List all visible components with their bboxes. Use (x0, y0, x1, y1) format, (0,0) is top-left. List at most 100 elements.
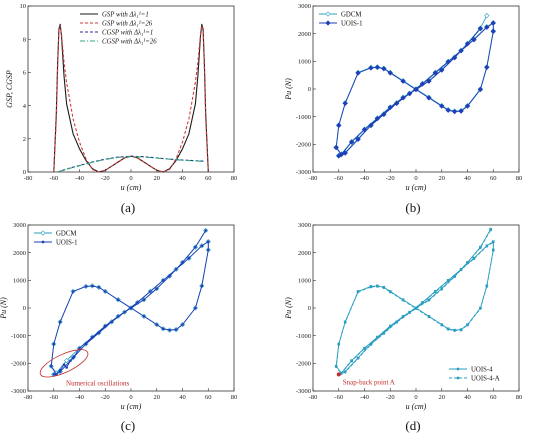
x-tick-label: 60 (205, 175, 212, 182)
legend-marker (325, 20, 331, 26)
legend-label: GSP with Δλ₁¹=26 (102, 20, 153, 27)
data-point (376, 336, 379, 339)
data-point (52, 373, 56, 376)
y-tick-label: 0 (308, 86, 311, 93)
series-line-1 (50, 230, 209, 375)
annotation-text: Snap-back point A (343, 378, 395, 386)
y-axis-label: GSP, CGSP (5, 70, 14, 108)
data-point (123, 310, 126, 314)
data-point (408, 311, 411, 315)
series-line-1 (335, 228, 494, 375)
data-point (382, 332, 386, 335)
data-point (369, 285, 373, 289)
legend-label: UOIS-4-A (471, 375, 500, 382)
data-point (155, 323, 159, 326)
data-point (489, 228, 492, 232)
data-point (161, 279, 165, 282)
y-tick-label: -1000 (296, 114, 311, 121)
annotation-ellipse (39, 349, 89, 378)
data-point (400, 95, 406, 101)
legend-label: CGSP with Δλ₁¹=1 (102, 29, 153, 36)
x-tick-label: 20 (439, 175, 446, 182)
data-point (355, 136, 361, 142)
x-tick-label: -80 (309, 394, 318, 401)
data-point (381, 66, 387, 72)
x-tick-label: 0 (414, 175, 417, 182)
legend-marker (456, 367, 460, 371)
chart-panel-a: -80 -60 -40 -20 0 20 40 60 80 0 2 4 6 8 10 u (cm) GSP, C… (5, 3, 237, 192)
x-tick-label: 40 (179, 175, 186, 182)
data-point (97, 331, 101, 335)
data-point (342, 150, 348, 156)
data-point (439, 67, 445, 73)
y-axis-label: Pu (N) (0, 297, 8, 320)
data-point (52, 342, 56, 346)
y-tick-label: 8 (23, 36, 26, 43)
data-point (466, 261, 469, 265)
data-point (401, 315, 405, 319)
x-tick-label: 80 (516, 394, 523, 401)
x-tick-label: -40 (360, 175, 369, 182)
x-tick-label: -20 (386, 394, 395, 401)
data-point (374, 64, 380, 71)
data-point (116, 315, 120, 318)
x-tick-label: -40 (75, 394, 84, 401)
y-tick-label: 1000 (298, 278, 311, 285)
data-point (49, 364, 53, 368)
x-tick-label: 20 (439, 394, 446, 401)
data-point (161, 327, 165, 331)
y-tick-label: 0 (23, 169, 26, 176)
data-point (84, 285, 88, 288)
data-point (91, 284, 94, 288)
data-point (181, 323, 184, 326)
data-point (337, 343, 341, 346)
data-point (426, 95, 432, 101)
data-point (427, 315, 431, 319)
x-tick-label: -60 (49, 175, 58, 182)
x-tick-label: 20 (154, 394, 161, 401)
panel-label-d: (d) (405, 418, 420, 433)
data-point (361, 127, 368, 133)
data-point (64, 357, 70, 364)
data-point (200, 284, 204, 288)
data-point (484, 64, 490, 71)
data-point (445, 107, 451, 113)
data-point (434, 290, 437, 294)
data-point (490, 20, 496, 26)
x-axis-label: u (cm) (121, 402, 142, 411)
y-tick-label: 10 (20, 3, 27, 10)
data-point (369, 343, 373, 346)
y-tick-label: 1000 (13, 278, 26, 285)
data-point (472, 257, 476, 261)
data-point (471, 37, 477, 43)
x-tick-label: 80 (231, 394, 238, 401)
x-axis-label: u (cm) (406, 183, 427, 192)
data-point (490, 28, 496, 35)
legend-label: GDCM (56, 230, 76, 237)
data-point (432, 70, 438, 76)
data-point (419, 81, 426, 87)
data-point (206, 240, 210, 243)
y-tick-label: 3000 (298, 222, 311, 229)
data-point (168, 274, 171, 278)
data-point (387, 70, 393, 76)
data-point (174, 267, 178, 271)
data-point (200, 244, 204, 248)
x-tick-label: -80 (24, 175, 33, 182)
legend-label: CGSP with Δλ₁¹=26 (102, 38, 157, 45)
data-point (414, 307, 418, 310)
data-point (343, 321, 347, 324)
data-point (459, 328, 463, 332)
y-tick-label: 1000 (298, 59, 311, 66)
data-point (71, 290, 75, 293)
data-point (400, 78, 406, 84)
y-tick-label: 2000 (13, 250, 26, 257)
y-tick-label: -2000 (296, 142, 311, 149)
legend-label: UOIS-1 (341, 20, 363, 27)
legend-marker (40, 230, 46, 236)
legend-marker (456, 376, 460, 380)
data-point (453, 329, 456, 332)
data-point (363, 347, 366, 350)
x-tick-label: 40 (464, 394, 471, 401)
data-point (97, 285, 101, 289)
